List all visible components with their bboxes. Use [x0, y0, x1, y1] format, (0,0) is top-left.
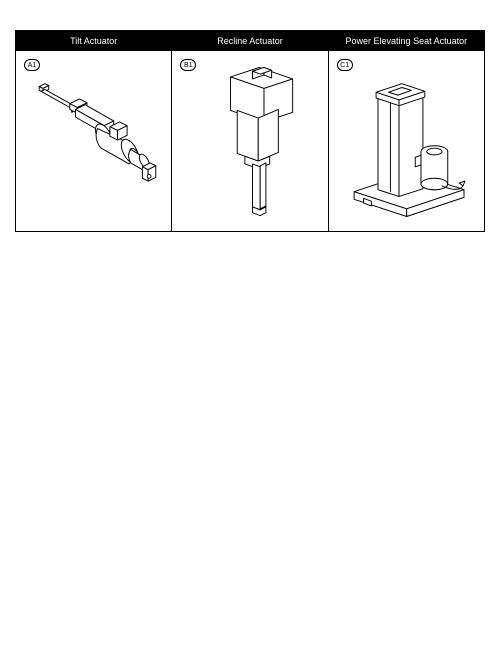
- content-seat: C1: [329, 51, 484, 231]
- badge-a1: A1: [24, 59, 40, 71]
- header-recline: Recline Actuator: [172, 31, 327, 51]
- badge-b1: B1: [180, 59, 196, 71]
- content-tilt: A1: [16, 51, 171, 231]
- content-recline: B1: [172, 51, 327, 231]
- tilt-actuator-icon: [22, 57, 165, 225]
- recline-actuator-icon: [178, 57, 321, 225]
- header-seat: Power Elevating Seat Actuator: [329, 31, 484, 51]
- seat-actuator-icon: [335, 57, 478, 225]
- badge-c1: C1: [337, 59, 353, 71]
- cell-seat: Power Elevating Seat Actuator C1: [329, 31, 484, 231]
- cell-tilt: Tilt Actuator A1: [16, 31, 172, 231]
- cell-recline: Recline Actuator B1: [172, 31, 328, 231]
- actuator-table: Tilt Actuator A1: [15, 30, 485, 232]
- header-tilt: Tilt Actuator: [16, 31, 171, 51]
